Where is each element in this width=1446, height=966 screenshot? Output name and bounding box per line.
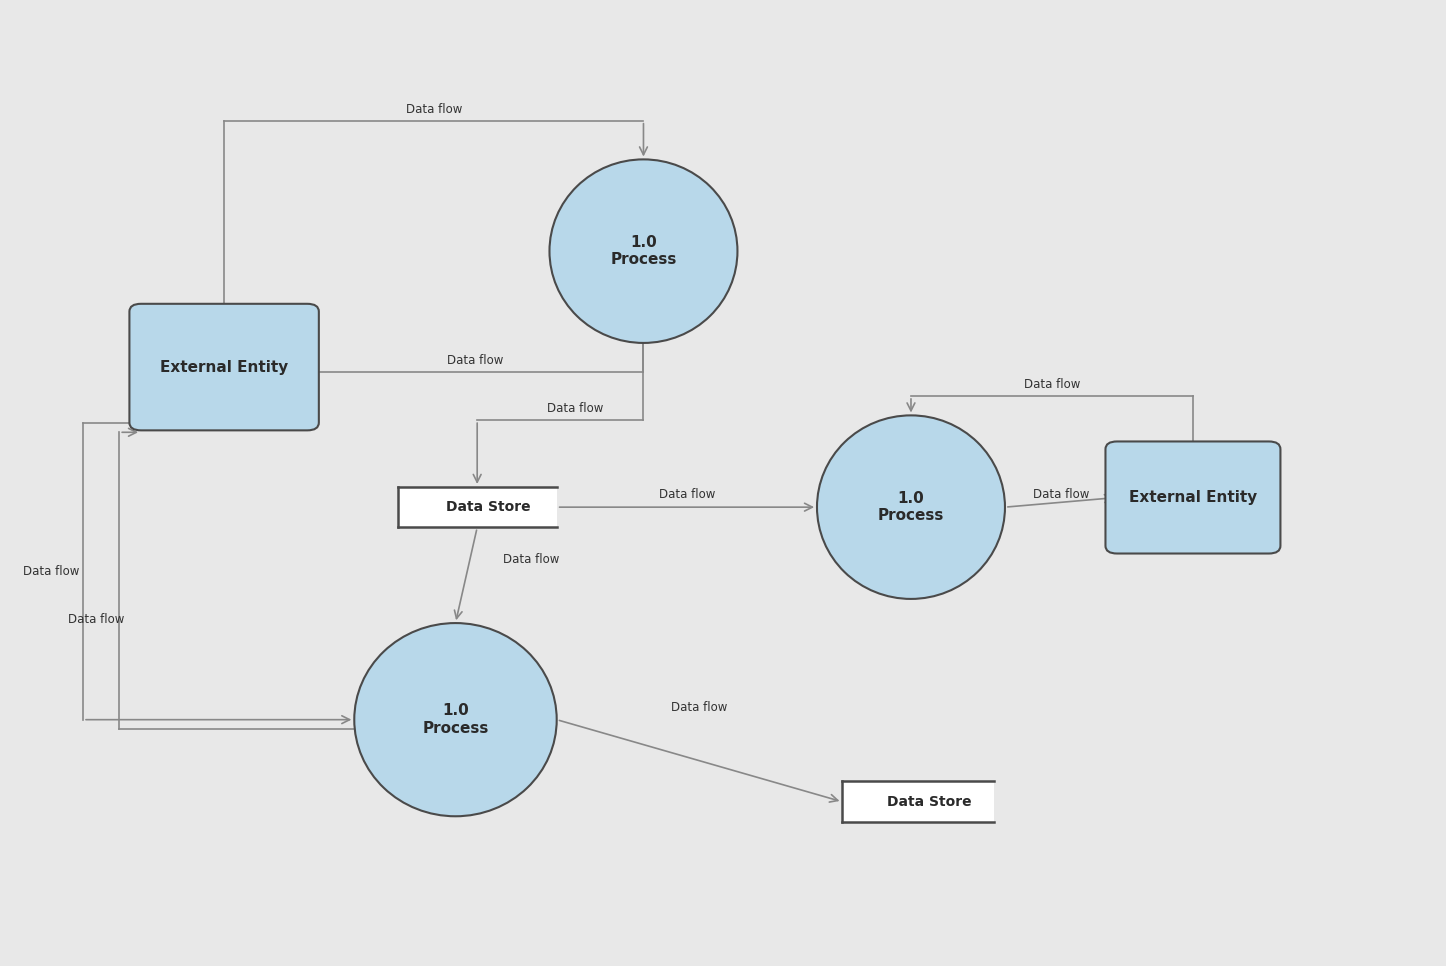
Ellipse shape: [549, 159, 737, 343]
Ellipse shape: [817, 415, 1005, 599]
Text: Data flow: Data flow: [1032, 489, 1089, 501]
Text: Data flow: Data flow: [68, 613, 124, 626]
Text: External Entity: External Entity: [161, 359, 288, 375]
Text: 1.0
Process: 1.0 Process: [610, 235, 677, 268]
Text: External Entity: External Entity: [1129, 490, 1257, 505]
Text: Data flow: Data flow: [503, 553, 560, 566]
Text: Data Store: Data Store: [888, 795, 972, 809]
FancyBboxPatch shape: [129, 304, 318, 431]
Polygon shape: [398, 487, 557, 527]
FancyBboxPatch shape: [1105, 441, 1280, 554]
Text: Data Store: Data Store: [447, 500, 531, 514]
Text: 1.0
Process: 1.0 Process: [878, 491, 944, 524]
Ellipse shape: [354, 623, 557, 816]
Text: Data flow: Data flow: [547, 403, 603, 415]
Text: Data flow: Data flow: [23, 565, 80, 578]
Text: Data flow: Data flow: [1024, 379, 1080, 391]
Polygon shape: [842, 781, 995, 822]
Text: Data flow: Data flow: [671, 701, 727, 714]
Text: Data flow: Data flow: [447, 355, 503, 367]
Text: Data flow: Data flow: [406, 103, 461, 116]
Text: Data flow: Data flow: [659, 489, 714, 501]
Text: 1.0
Process: 1.0 Process: [422, 703, 489, 736]
